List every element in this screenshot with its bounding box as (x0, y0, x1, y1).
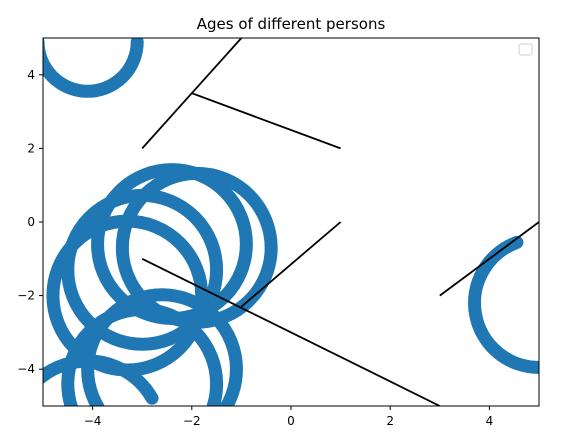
legend-box (518, 43, 533, 56)
circle-series-2 (61, 189, 224, 351)
line-segment-3 (240, 221, 342, 308)
axis-ticks: −4 −2 0 2 4 −4 −2 0 2 4 (17, 68, 493, 428)
x-tick-label: 4 (486, 414, 494, 428)
line-segment-0 (141, 92, 341, 150)
x-tick-label: −2 (183, 414, 201, 428)
circle-series-7 (61, 303, 224, 406)
circle-series-5 (115, 166, 278, 329)
x-tick-label: −4 (84, 414, 102, 428)
line-segment-4 (439, 221, 539, 297)
circle-series-3 (46, 214, 209, 377)
y-tick-label: 2 (27, 141, 35, 155)
line-segment-1 (191, 38, 243, 94)
y-tick-label: 4 (27, 68, 35, 82)
y-tick-label: −4 (17, 362, 35, 376)
line-segment-2 (141, 257, 441, 406)
y-tick-label: −2 (17, 289, 35, 303)
y-tick-label: 0 (27, 215, 35, 229)
circle-series-6 (81, 288, 243, 406)
circle-series-0 (43, 38, 144, 98)
x-tick-label: 2 (386, 414, 394, 428)
plot-area (43, 38, 539, 406)
circle-series-8 (468, 235, 539, 374)
x-tick-label: 0 (287, 414, 295, 428)
chart-title: Ages of different persons (197, 15, 386, 33)
